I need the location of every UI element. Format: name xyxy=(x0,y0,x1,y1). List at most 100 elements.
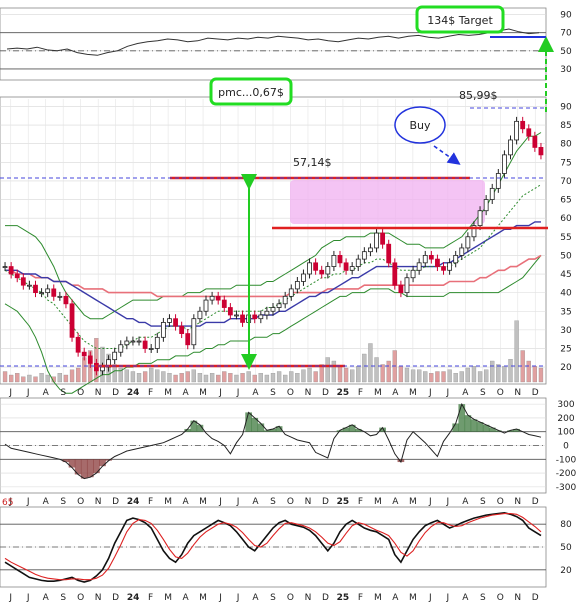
x-tick-label: M xyxy=(164,497,172,507)
volume-bar xyxy=(222,371,227,383)
volume-bar xyxy=(124,369,129,383)
candle-body xyxy=(447,262,453,271)
volume-bar xyxy=(459,371,464,383)
candle-body xyxy=(100,366,105,372)
candle-body xyxy=(538,147,544,156)
candle-body xyxy=(355,258,361,267)
ma-red-line xyxy=(5,254,542,298)
y-tick-label: 25 xyxy=(560,344,571,354)
candle-body xyxy=(374,232,379,249)
volume-bar xyxy=(331,360,337,383)
volume-bar xyxy=(429,373,434,383)
volume-bar xyxy=(514,320,519,383)
x-tick-label: S xyxy=(270,593,276,602)
volume-bar xyxy=(209,373,215,383)
candle-body xyxy=(57,295,63,298)
candle-body xyxy=(313,262,319,271)
x-tick-label: N xyxy=(95,593,102,602)
candle-body xyxy=(203,299,209,312)
x-tick-label: J xyxy=(218,388,222,398)
y-tick-label: -200 xyxy=(556,469,577,479)
volume-bar xyxy=(435,371,440,383)
x-tick-label: A xyxy=(43,593,50,602)
candle-body xyxy=(392,262,398,286)
x-tick-label: S xyxy=(60,593,66,602)
candle-body xyxy=(14,273,20,279)
candle-body xyxy=(252,314,258,320)
candle-body xyxy=(112,351,118,361)
candle-body xyxy=(282,295,288,305)
y-tick-label: 40 xyxy=(560,289,572,299)
volume-bar xyxy=(234,374,239,383)
candle-body xyxy=(167,318,172,323)
x-tick-label: A xyxy=(252,497,259,507)
x-tick-label: F xyxy=(148,593,153,602)
cci-fill xyxy=(476,422,484,432)
cci-fill xyxy=(62,459,70,463)
x-tick-label: J xyxy=(446,497,450,507)
cci-fill xyxy=(275,426,283,432)
volume-bar xyxy=(216,374,221,383)
x-tick-label: D xyxy=(532,593,539,602)
y-tick-label: 65 xyxy=(560,196,571,206)
volume-bar xyxy=(167,373,172,383)
x-tick-label: N xyxy=(95,497,102,507)
volume-bar xyxy=(57,373,63,383)
volume-bar xyxy=(203,374,209,383)
volume-bar xyxy=(502,366,507,383)
candle-body xyxy=(465,236,471,249)
buy-callout xyxy=(394,106,446,144)
volume-bar xyxy=(118,367,123,383)
y-tick-label: 50 xyxy=(560,251,572,261)
cci-fill xyxy=(184,428,192,432)
candle-body xyxy=(258,314,264,320)
cci-fill xyxy=(105,459,112,461)
cci-fill xyxy=(348,424,356,432)
x-tick-label: O xyxy=(77,593,84,602)
y-tick-label: 85 xyxy=(560,121,571,131)
x-tick-label: S xyxy=(270,497,276,507)
x-tick-label: A xyxy=(182,497,189,507)
x-tick-label: M xyxy=(374,497,382,507)
volume-bar xyxy=(374,357,379,383)
volume-bar xyxy=(465,367,471,383)
x-tick-label: M xyxy=(409,388,417,398)
candle-body xyxy=(39,292,44,295)
target-label: 134$ Target xyxy=(427,14,493,27)
x-tick-label: A xyxy=(462,497,469,507)
candle-body xyxy=(398,284,404,294)
x-tick-label: J xyxy=(8,593,12,602)
x-tick-label: F xyxy=(148,497,153,507)
candle-body xyxy=(343,262,349,271)
volume-bar xyxy=(325,357,330,383)
x-tick-label: A xyxy=(182,388,189,398)
candle-body xyxy=(453,254,459,264)
y-tick-label: 80 xyxy=(560,140,572,150)
x-tick-label: N xyxy=(305,388,312,398)
volume-bar xyxy=(27,374,32,383)
volume-bar xyxy=(368,343,373,383)
cci-fill xyxy=(86,459,94,478)
x-tick-label: S xyxy=(60,497,66,507)
candle-body xyxy=(337,254,343,264)
y-tick-label: 30 xyxy=(560,326,572,336)
y-tick-label: 50 xyxy=(560,47,572,57)
x-tick-label: M xyxy=(199,388,207,398)
volume-bar xyxy=(295,373,300,383)
x-tick-label: O xyxy=(287,388,294,398)
x-tick-label: O xyxy=(497,388,504,398)
candle-body xyxy=(386,243,392,264)
cci-fill xyxy=(458,404,466,432)
volume-bar xyxy=(15,373,20,383)
x-tick-label: S xyxy=(480,593,486,602)
volume-bar xyxy=(508,359,513,383)
volume-bar xyxy=(69,369,75,383)
candle-body xyxy=(471,225,477,238)
volume-bar xyxy=(130,371,136,383)
candle-body xyxy=(502,154,507,174)
volume-bar xyxy=(173,374,178,383)
x-tick-label: J xyxy=(8,388,12,398)
candle-body xyxy=(136,340,142,343)
volume-bar xyxy=(404,367,410,383)
